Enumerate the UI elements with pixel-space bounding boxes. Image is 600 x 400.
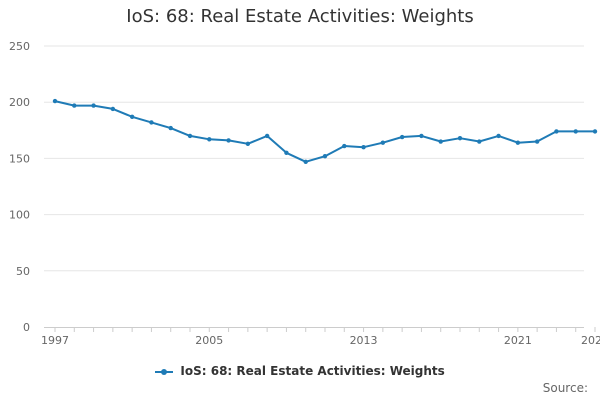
data-point-2009	[284, 150, 289, 155]
data-point-2014	[380, 140, 386, 145]
data-point-2004	[187, 133, 193, 139]
data-point-2024	[573, 129, 578, 134]
y-tick-label-250: 250	[9, 40, 30, 53]
data-point-1998	[72, 103, 77, 108]
data-point-2022	[534, 139, 540, 144]
data-point-2000	[110, 106, 116, 112]
data-point-1999	[91, 103, 96, 108]
data-point-2019	[477, 139, 482, 144]
data-point-2006	[226, 138, 231, 143]
data-point-2015	[399, 134, 405, 140]
x-tick-label-2021: 2021	[504, 334, 532, 347]
source-label: Source:	[542, 381, 588, 395]
x-tick-label-2025: 2025	[581, 334, 600, 347]
legend-series-symbol	[155, 367, 174, 377]
data-point-2011	[322, 153, 328, 159]
data-point-1997	[52, 98, 58, 104]
data-point-2010	[303, 159, 308, 164]
y-tick-label-50: 50	[16, 265, 30, 278]
legend-marker	[161, 368, 168, 375]
x-tick-label-2013: 2013	[350, 334, 378, 347]
chart-title: IoS: 68: Real Estate Activities: Weights	[126, 6, 474, 27]
data-point-2003	[168, 125, 173, 131]
data-point-2016	[419, 133, 424, 139]
data-point-2013	[361, 144, 366, 150]
data-point-2001	[129, 114, 135, 120]
data-point-2002	[149, 120, 154, 125]
legend-series-label: IoS: 68: Real Estate Activities: Weights	[180, 364, 445, 378]
data-point-2017	[438, 139, 443, 144]
data-point-2018	[457, 135, 463, 141]
data-point-2020	[496, 133, 501, 139]
x-tick-label-2005: 2005	[195, 334, 223, 347]
series-line-0	[54, 100, 596, 163]
data-point-2025	[592, 129, 598, 134]
data-point-2021	[515, 140, 521, 145]
legend[interactable]: IoS: 68: Real Estate Activities: Weights	[0, 364, 600, 378]
y-tick-label-200: 200	[9, 96, 30, 109]
data-point-2012	[342, 143, 347, 149]
x-tick-label-1997: 1997	[41, 334, 69, 347]
data-point-2008	[264, 133, 270, 139]
data-point-2005	[207, 137, 212, 142]
data-point-2007	[245, 141, 251, 146]
y-tick-label-150: 150	[9, 152, 30, 165]
y-tick-label-100: 100	[9, 209, 30, 222]
y-tick-label-0: 0	[23, 321, 30, 334]
data-point-2023	[554, 129, 559, 134]
